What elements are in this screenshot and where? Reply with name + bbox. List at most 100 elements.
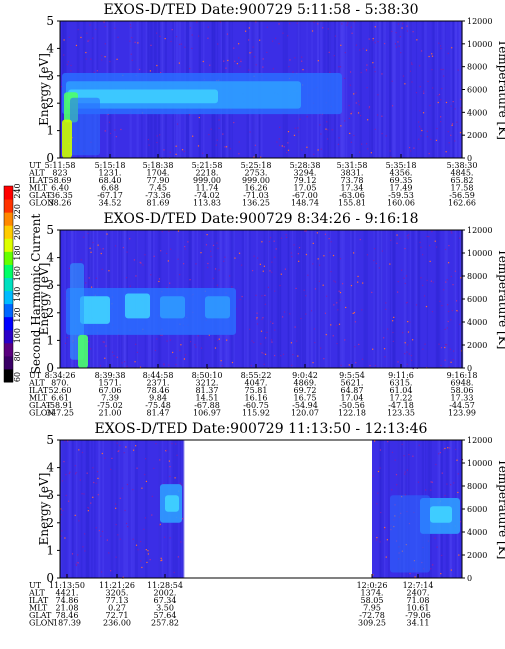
- panel-1: EXOS-D/TED Date:900729 5:11:58 - 5:38:30…: [28, 2, 505, 208]
- noise-point: [115, 503, 117, 505]
- noise-point: [120, 128, 122, 131]
- noise-point: [385, 135, 387, 137]
- noise-point: [377, 470, 380, 473]
- noise-point: [207, 266, 209, 269]
- noise-point: [456, 310, 458, 312]
- panel-2: EXOS-D/TED Date:900729 8:34:26 - 9:16:18…: [28, 211, 505, 418]
- noise-point: [280, 355, 282, 357]
- noise-point: [355, 102, 357, 104]
- noise-point: [85, 58, 87, 60]
- noise-point: [62, 509, 64, 512]
- noise-point: [444, 447, 446, 450]
- noise-point: [440, 99, 442, 101]
- noise-point: [452, 284, 454, 286]
- noise-point: [457, 69, 459, 71]
- noise-point: [439, 451, 441, 454]
- noise-point: [181, 149, 184, 151]
- noise-point: [283, 146, 285, 148]
- noise-point: [445, 344, 448, 346]
- noise-point: [398, 45, 400, 47]
- noise-point: [373, 259, 375, 262]
- noise-point: [208, 334, 210, 336]
- noise-point: [278, 43, 280, 45]
- noise-point: [361, 143, 363, 145]
- noise-point: [115, 507, 117, 509]
- noise-point: [168, 460, 170, 462]
- noise-point: [145, 480, 148, 483]
- noise-point: [99, 248, 101, 250]
- noise-point: [95, 277, 98, 279]
- noise-point: [376, 503, 378, 505]
- noise-point: [346, 24, 348, 26]
- noise-point: [261, 295, 263, 297]
- noise-point: [361, 358, 364, 360]
- noise-point: [249, 52, 251, 54]
- noise-point: [139, 261, 141, 263]
- spectrogram-streak: [145, 440, 148, 578]
- noise-point: [460, 277, 462, 279]
- emission-band: [80, 296, 110, 324]
- noise-point: [140, 560, 142, 562]
- noise-point: [349, 84, 351, 86]
- y2-tick-label: 0: [467, 574, 472, 583]
- spectrogram-streak: [130, 440, 133, 578]
- noise-point: [254, 144, 256, 146]
- noise-point: [127, 526, 129, 528]
- noise-point: [67, 440, 69, 442]
- noise-point: [202, 152, 204, 154]
- noise-point: [61, 530, 63, 532]
- noise-point: [169, 248, 172, 250]
- noise-point: [239, 65, 241, 68]
- colorbar-segment: [4, 238, 13, 252]
- noise-point: [292, 353, 294, 356]
- spectrogram-streak: [277, 230, 281, 368]
- table-cell: 136.25: [242, 199, 270, 208]
- spectrogram-streak: [424, 21, 426, 158]
- noise-point: [68, 500, 70, 502]
- noise-point: [407, 321, 409, 323]
- spectrogram-streak: [102, 440, 105, 578]
- noise-point: [114, 27, 116, 29]
- noise-point: [197, 145, 200, 147]
- noise-point: [349, 132, 351, 135]
- noise-point: [330, 241, 332, 243]
- noise-point: [65, 494, 67, 497]
- noise-point: [330, 271, 332, 273]
- noise-point: [83, 236, 85, 238]
- noise-point: [374, 128, 376, 130]
- noise-point: [310, 310, 313, 312]
- noise-point: [419, 126, 421, 128]
- noise-point: [151, 495, 153, 498]
- noise-point: [64, 342, 67, 344]
- spectrogram-streak: [248, 230, 251, 368]
- noise-point: [376, 537, 378, 539]
- spectrogram-streak: [87, 440, 90, 578]
- noise-point: [274, 290, 276, 292]
- table-cell: 78.46: [56, 611, 79, 620]
- spectrogram-streak: [266, 230, 270, 368]
- noise-point: [101, 55, 103, 57]
- spectrogram-streak: [324, 230, 328, 368]
- noise-point: [423, 92, 425, 94]
- noise-point: [316, 232, 318, 234]
- noise-point: [446, 327, 448, 329]
- noise-point: [334, 35, 337, 37]
- table-cell: 2753.: [245, 169, 268, 178]
- colorbar-segment: [4, 251, 13, 265]
- noise-point: [170, 40, 172, 43]
- noise-point: [440, 47, 442, 50]
- noise-point: [143, 528, 145, 530]
- noise-point: [407, 331, 410, 333]
- noise-point: [369, 365, 371, 367]
- noise-point: [133, 259, 136, 261]
- noise-point: [131, 36, 133, 39]
- spectrogram-streak: [72, 440, 74, 578]
- noise-point: [271, 40, 274, 42]
- table-cell: 57.64: [154, 611, 177, 620]
- noise-point: [446, 279, 448, 281]
- noise-point: [240, 60, 242, 63]
- noise-point: [338, 290, 340, 292]
- spectrogram-streak: [110, 440, 114, 578]
- noise-point: [392, 340, 394, 343]
- table-cell: 1374.: [361, 589, 384, 598]
